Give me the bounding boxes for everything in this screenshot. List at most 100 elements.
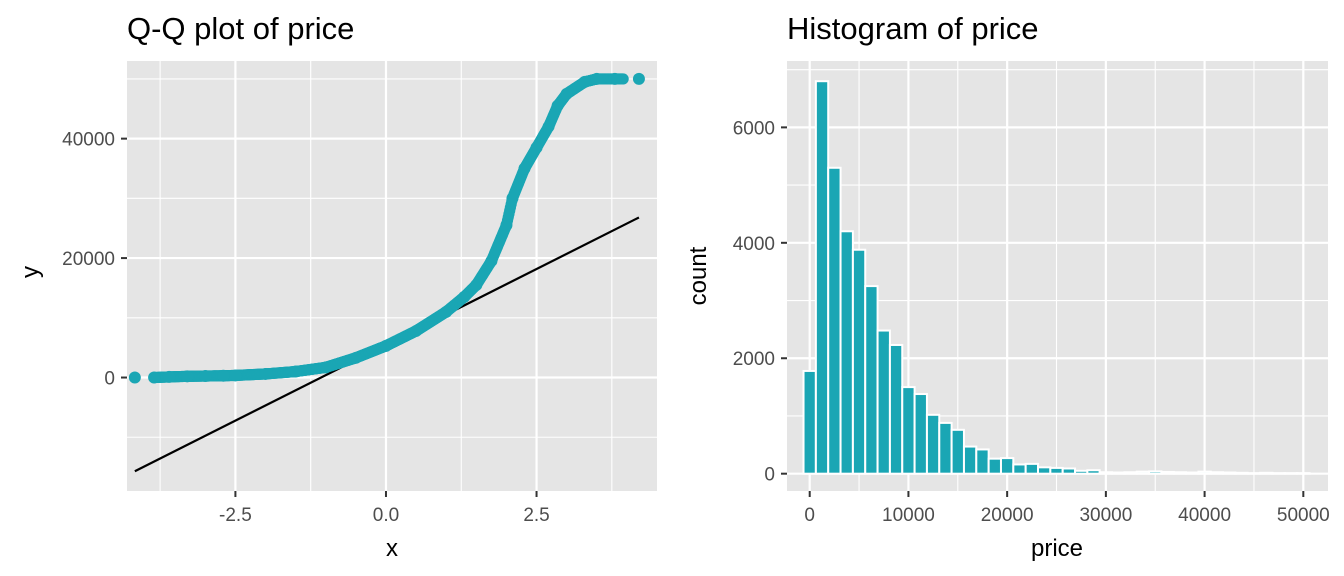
histogram-y-tick-label: 2000 — [733, 349, 775, 370]
histogram-bar — [1246, 472, 1262, 475]
histogram-y-tick-label: 4000 — [733, 234, 775, 255]
histogram-bar — [814, 80, 830, 475]
histogram-bar — [938, 421, 953, 475]
qq-point — [128, 371, 141, 384]
histogram-bar — [1197, 470, 1212, 475]
qq-axes: -2.5 0.0 2.5 0 20000 40000 — [62, 130, 550, 526]
qq-point — [518, 162, 531, 175]
histogram-bar — [1024, 462, 1040, 475]
histogram-bar — [1098, 471, 1114, 475]
histogram-bar — [1209, 471, 1225, 475]
histogram-bar — [950, 428, 965, 475]
histogram-bar — [1185, 471, 1200, 475]
histogram-bar — [802, 369, 817, 475]
qq-point — [349, 351, 362, 364]
qq-point — [289, 365, 302, 378]
qq-x-tick-label: 0.0 — [373, 505, 399, 526]
histogram-bar — [1259, 471, 1274, 475]
qq-point — [259, 367, 272, 380]
histogram-bar — [1061, 467, 1077, 475]
histogram-chart: Histogram of price 0 10000 20000 30000 40000… — [685, 11, 1330, 562]
histogram-bar — [1296, 472, 1311, 475]
histogram-bar — [1148, 470, 1163, 475]
histogram-x-tick-label: 10000 — [882, 505, 935, 526]
qq-chart-title: Q-Q plot of price — [127, 11, 354, 46]
histogram-bar — [1111, 471, 1126, 475]
qq-point — [590, 72, 603, 85]
qq-point — [632, 72, 645, 85]
histogram-bar — [1283, 472, 1299, 475]
histogram-bar — [1037, 466, 1052, 475]
histogram-bar — [864, 285, 879, 475]
qq-point — [410, 324, 423, 337]
histogram-x-tick-label: 30000 — [1079, 505, 1132, 526]
histogram-bars — [802, 80, 1311, 475]
histogram-bar — [1160, 470, 1175, 475]
histogram-bar — [999, 457, 1015, 475]
histogram-x-tick-label: 40000 — [1178, 505, 1231, 526]
qq-point — [500, 219, 513, 232]
qq-plot-panel — [127, 61, 657, 491]
qq-point — [608, 72, 621, 85]
histogram-bar — [975, 448, 990, 475]
histogram-bar — [1074, 469, 1089, 475]
qq-point — [530, 141, 543, 154]
qq-point — [199, 370, 212, 383]
qq-point — [617, 73, 629, 85]
qq-point — [560, 87, 573, 100]
qq-point — [542, 120, 555, 133]
histogram-bar — [1271, 472, 1286, 475]
qq-point — [229, 369, 242, 382]
histogram-bar — [1234, 471, 1249, 475]
histogram-y-tick-label: 6000 — [733, 118, 775, 139]
histogram-bar — [851, 248, 867, 475]
histogram-x-axis-title: price — [1031, 535, 1083, 562]
histogram-bar — [913, 393, 928, 475]
qq-point — [181, 370, 194, 383]
histogram-x-tick-label: 0 — [804, 505, 815, 526]
histogram-bar — [925, 413, 941, 475]
qq-y-axis-title: y — [17, 266, 44, 278]
qq-point — [148, 371, 161, 384]
histogram-bar — [1222, 471, 1237, 475]
histogram-bar — [839, 230, 854, 475]
histogram-bar — [987, 457, 1002, 475]
qq-point — [379, 339, 392, 352]
histogram-y-axis-title: count — [685, 246, 712, 305]
qq-x-axis-title: x — [386, 535, 398, 562]
qq-point — [485, 255, 498, 268]
histogram-chart-title: Histogram of price — [787, 11, 1039, 46]
histogram-bar — [827, 166, 842, 475]
histogram-bar — [888, 343, 904, 475]
qq-point — [578, 75, 591, 88]
histogram-bar — [1086, 469, 1101, 475]
histogram-bar — [876, 329, 891, 475]
histogram-bar — [962, 445, 978, 475]
qq-points — [128, 72, 645, 384]
histogram-bar — [1172, 471, 1188, 475]
qq-y-tick-label: 20000 — [62, 249, 115, 270]
qq-plot-chart: Q-Q plot of price -2.5 0.0 2.502000040000 … — [17, 11, 657, 562]
qq-y-tick-label: 40000 — [62, 130, 115, 151]
qq-point — [319, 361, 332, 374]
qq-point — [506, 192, 519, 205]
histogram-bar — [1012, 463, 1027, 475]
qq-point — [551, 99, 564, 112]
histogram-x-tick-label: 50000 — [1277, 505, 1330, 526]
qq-point — [217, 369, 230, 382]
qq-point — [470, 278, 483, 291]
histogram-axes: 0 10000 20000 30000 40000 50000 0 2000 4000 6000 — [733, 118, 1330, 526]
qq-y-tick-label: 0 — [104, 369, 115, 390]
qq-point — [440, 305, 453, 318]
qq-point — [458, 290, 471, 303]
qq-x-tick-label: -2.5 — [219, 505, 252, 526]
histogram-x-tick-label: 20000 — [981, 505, 1034, 526]
qq-x-tick-label: 2.5 — [523, 505, 549, 526]
histogram-y-tick-label: 0 — [764, 465, 775, 486]
histogram-bar — [1049, 466, 1064, 475]
qq-point — [163, 370, 176, 383]
histogram-bar — [1135, 470, 1151, 475]
histogram-bar — [901, 386, 916, 475]
histogram-bar — [1123, 471, 1138, 475]
